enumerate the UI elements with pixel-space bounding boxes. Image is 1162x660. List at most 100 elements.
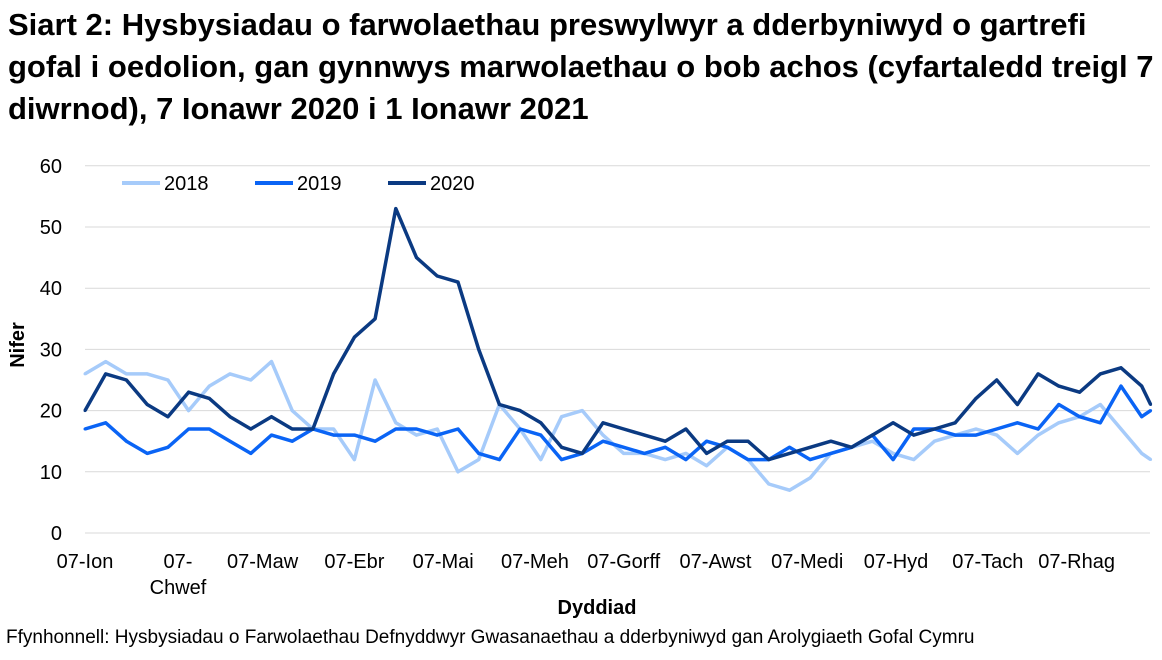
data-point-2018 bbox=[560, 415, 564, 419]
data-point-2020 bbox=[435, 274, 439, 278]
data-point-2018 bbox=[332, 427, 336, 431]
data-point-2019 bbox=[1098, 421, 1102, 425]
data-point-2019 bbox=[249, 451, 253, 455]
data-point-2019 bbox=[456, 427, 460, 431]
series-line-2020 bbox=[83, 206, 1153, 462]
data-point-2020 bbox=[145, 402, 149, 406]
y-tick-label: 50 bbox=[40, 217, 62, 239]
data-point-2019 bbox=[1015, 421, 1019, 425]
legend-label: 2019 bbox=[297, 173, 342, 195]
data-point-2019 bbox=[684, 458, 688, 462]
data-point-2018 bbox=[249, 378, 253, 382]
data-point-2018 bbox=[684, 451, 688, 455]
data-point-2020 bbox=[1119, 366, 1123, 370]
data-point-2020 bbox=[352, 335, 356, 339]
data-point-2020 bbox=[642, 433, 646, 437]
data-point-2018 bbox=[1036, 433, 1040, 437]
data-point-2019 bbox=[912, 427, 916, 431]
data-point-2020 bbox=[974, 396, 978, 400]
data-point-2018 bbox=[601, 433, 605, 437]
x-tick-label: 07-Gorff bbox=[587, 551, 660, 573]
data-point-2019 bbox=[145, 451, 149, 455]
data-point-2020 bbox=[394, 207, 398, 211]
data-point-2019 bbox=[166, 445, 170, 449]
data-point-2018 bbox=[995, 433, 999, 437]
data-point-2020 bbox=[166, 415, 170, 419]
data-point-2018 bbox=[870, 439, 874, 443]
data-point-2018 bbox=[228, 372, 232, 376]
data-point-2019 bbox=[642, 451, 646, 455]
data-point-2018 bbox=[539, 458, 543, 462]
data-point-2020 bbox=[580, 451, 584, 455]
data-point-2019 bbox=[83, 427, 87, 431]
data-point-2018 bbox=[435, 427, 439, 431]
legend-label: 2020 bbox=[430, 173, 475, 195]
data-point-2020 bbox=[787, 451, 791, 455]
data-point-2019 bbox=[539, 433, 543, 437]
data-point-2019 bbox=[1078, 415, 1082, 419]
data-point-2019 bbox=[1036, 427, 1040, 431]
data-point-2020 bbox=[290, 427, 294, 431]
data-point-2019 bbox=[435, 433, 439, 437]
data-point-2020 bbox=[746, 439, 750, 443]
x-tick-label: 07-Rhag bbox=[1038, 551, 1115, 573]
y-tick-label: 30 bbox=[40, 339, 62, 361]
data-point-2018 bbox=[145, 372, 149, 376]
data-point-2020 bbox=[1149, 402, 1153, 406]
data-point-2020 bbox=[663, 439, 667, 443]
data-point-2019 bbox=[746, 458, 750, 462]
data-point-2018 bbox=[1098, 402, 1102, 406]
data-point-2018 bbox=[166, 378, 170, 382]
data-point-2018 bbox=[787, 488, 791, 492]
data-point-2020 bbox=[870, 433, 874, 437]
data-point-2020 bbox=[850, 445, 854, 449]
x-tick-label: 07-Hyd bbox=[864, 551, 928, 573]
data-point-2020 bbox=[953, 421, 957, 425]
data-point-2018 bbox=[456, 470, 460, 474]
data-point-2018 bbox=[912, 458, 916, 462]
data-point-2020 bbox=[518, 409, 522, 413]
data-point-2020 bbox=[891, 421, 895, 425]
data-point-2018 bbox=[1119, 427, 1123, 431]
data-point-2020 bbox=[829, 439, 833, 443]
data-point-2019 bbox=[207, 427, 211, 431]
data-point-2020 bbox=[1057, 384, 1061, 388]
data-point-2019 bbox=[953, 433, 957, 437]
data-point-2019 bbox=[622, 445, 626, 449]
data-point-2020 bbox=[705, 451, 709, 455]
data-point-2019 bbox=[1057, 402, 1061, 406]
data-point-2018 bbox=[373, 378, 377, 382]
data-point-2020 bbox=[767, 458, 771, 462]
data-point-2020 bbox=[187, 390, 191, 394]
y-axis-title: Nifer bbox=[7, 322, 29, 368]
data-point-2018 bbox=[1057, 421, 1061, 425]
data-point-2020 bbox=[1078, 390, 1082, 394]
data-point-2018 bbox=[269, 360, 273, 364]
x-tick-label: 07-Ebr bbox=[324, 551, 384, 573]
data-point-2019 bbox=[1119, 384, 1123, 388]
data-point-2020 bbox=[1015, 402, 1019, 406]
data-point-2018 bbox=[1015, 451, 1019, 455]
x-tick-label: 07-Tach bbox=[952, 551, 1023, 573]
data-point-2020 bbox=[373, 317, 377, 321]
data-point-2018 bbox=[622, 451, 626, 455]
data-point-2020 bbox=[124, 378, 128, 382]
data-point-2018 bbox=[1140, 451, 1144, 455]
data-point-2019 bbox=[1149, 409, 1153, 413]
x-tick-label: 07-Awst bbox=[680, 551, 752, 573]
data-point-2019 bbox=[787, 445, 791, 449]
data-point-2019 bbox=[663, 445, 667, 449]
data-point-2018 bbox=[808, 476, 812, 480]
data-point-2020 bbox=[539, 421, 543, 425]
data-point-2020 bbox=[622, 427, 626, 431]
data-point-2020 bbox=[207, 396, 211, 400]
data-point-2018 bbox=[705, 464, 709, 468]
data-point-2019 bbox=[891, 458, 895, 462]
data-point-2018 bbox=[974, 427, 978, 431]
data-point-2019 bbox=[332, 433, 336, 437]
data-point-2020 bbox=[497, 402, 501, 406]
x-tick-label: 07-Mai bbox=[413, 551, 474, 573]
data-point-2020 bbox=[104, 372, 108, 376]
data-point-2018 bbox=[580, 409, 584, 413]
